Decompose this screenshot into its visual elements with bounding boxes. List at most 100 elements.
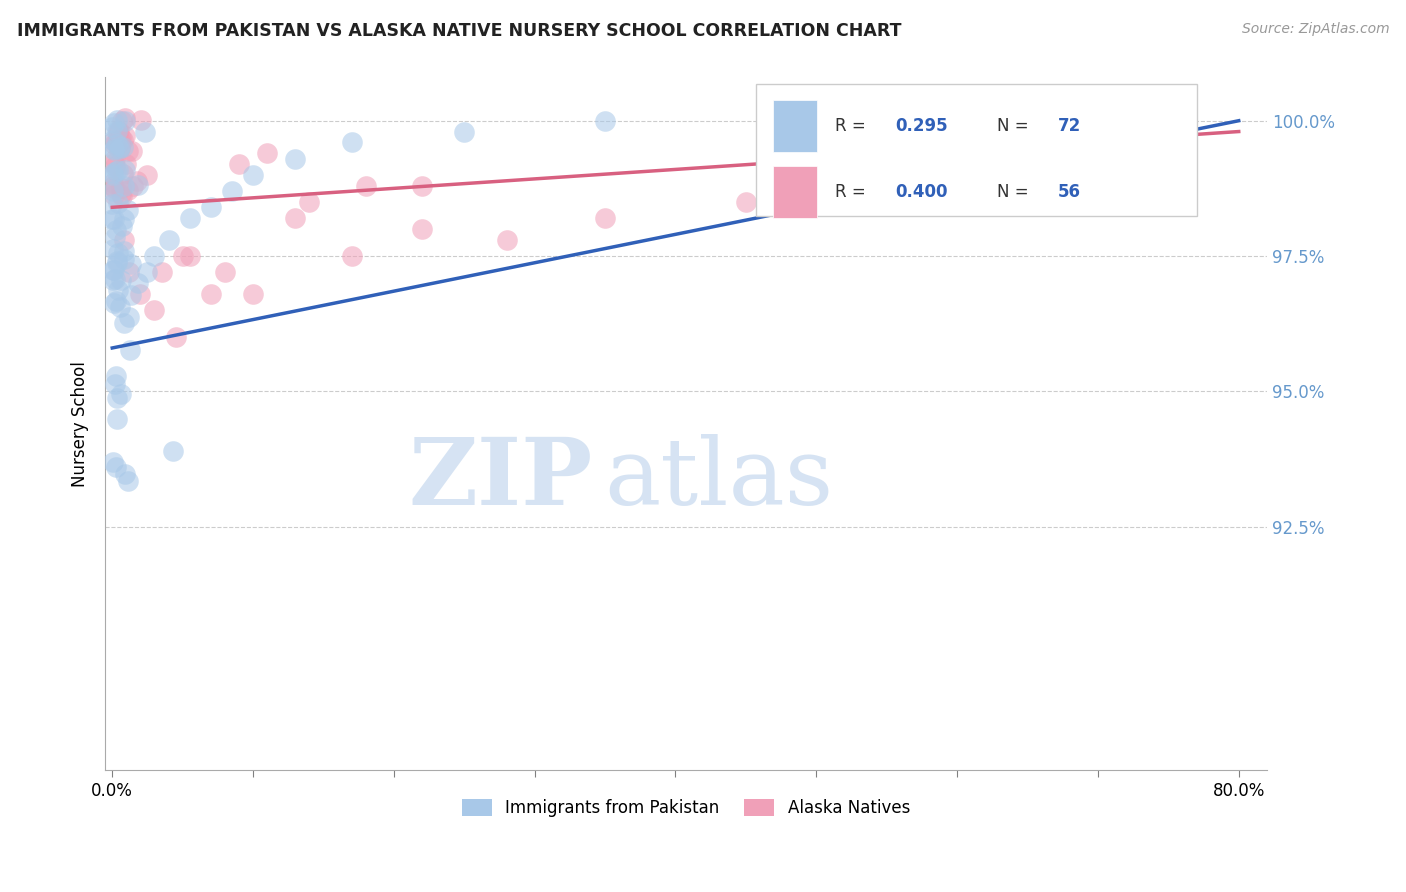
- Point: [117, 145, 139, 159]
- Point: [127, 276, 149, 290]
- Point: [108, 140, 131, 154]
- Point: [157, 233, 180, 247]
- Point: [112, 179, 135, 194]
- Text: R =: R =: [835, 117, 870, 135]
- Point: [103, 211, 125, 226]
- Point: [111, 167, 134, 181]
- Point: [298, 194, 321, 209]
- Point: [495, 233, 517, 247]
- Point: [117, 474, 139, 488]
- Point: [129, 286, 152, 301]
- Text: atlas: atlas: [605, 434, 834, 524]
- Point: [105, 134, 128, 148]
- Point: [121, 145, 143, 159]
- Y-axis label: Nursery School: Nursery School: [72, 360, 89, 487]
- Point: [108, 124, 131, 138]
- Point: [118, 343, 141, 357]
- Point: [453, 124, 475, 138]
- FancyBboxPatch shape: [756, 85, 1197, 216]
- FancyBboxPatch shape: [773, 100, 817, 152]
- Point: [103, 263, 125, 277]
- Point: [117, 202, 139, 217]
- Point: [1157, 113, 1180, 128]
- Point: [104, 223, 127, 237]
- Point: [112, 252, 135, 266]
- Point: [284, 211, 307, 226]
- Point: [101, 184, 124, 198]
- Point: [110, 181, 132, 195]
- Text: 56: 56: [1057, 183, 1081, 201]
- Point: [101, 178, 124, 193]
- Point: [114, 114, 136, 128]
- Point: [105, 124, 128, 138]
- Point: [340, 136, 363, 150]
- Text: 0.295: 0.295: [896, 117, 948, 135]
- Text: IMMIGRANTS FROM PAKISTAN VS ALASKA NATIVE NURSERY SCHOOL CORRELATION CHART: IMMIGRANTS FROM PAKISTAN VS ALASKA NATIV…: [17, 22, 901, 40]
- Point: [143, 249, 166, 263]
- Point: [284, 152, 307, 166]
- Point: [111, 133, 134, 147]
- Text: ZIP: ZIP: [409, 434, 593, 524]
- Point: [103, 156, 125, 170]
- Point: [118, 265, 141, 279]
- Point: [107, 124, 129, 138]
- Point: [108, 300, 131, 314]
- Point: [165, 330, 187, 344]
- Point: [120, 257, 142, 271]
- Point: [136, 168, 159, 182]
- Point: [104, 376, 127, 391]
- Point: [593, 113, 616, 128]
- Point: [111, 189, 134, 203]
- Point: [411, 178, 433, 193]
- Point: [103, 142, 125, 156]
- Point: [221, 184, 243, 198]
- Text: N =: N =: [997, 183, 1035, 201]
- Point: [105, 137, 128, 152]
- Point: [101, 242, 124, 256]
- Point: [112, 244, 135, 258]
- Point: [110, 386, 132, 401]
- Point: [111, 113, 134, 128]
- Point: [107, 196, 129, 211]
- Point: [101, 166, 124, 180]
- Point: [101, 120, 124, 135]
- Point: [120, 287, 142, 301]
- Point: [107, 283, 129, 297]
- Point: [104, 293, 127, 308]
- Point: [105, 411, 128, 425]
- Text: 72: 72: [1057, 117, 1081, 135]
- Point: [112, 233, 135, 247]
- Point: [200, 200, 222, 214]
- Point: [354, 178, 377, 193]
- Point: [122, 178, 145, 193]
- Point: [127, 178, 149, 193]
- Point: [104, 163, 127, 178]
- Text: 0.400: 0.400: [896, 183, 948, 201]
- Point: [101, 263, 124, 277]
- Point: [103, 180, 125, 194]
- Point: [114, 112, 136, 126]
- Point: [946, 178, 969, 193]
- Point: [150, 265, 173, 279]
- Point: [104, 272, 127, 286]
- Point: [242, 168, 264, 182]
- Point: [118, 310, 141, 324]
- Point: [103, 296, 125, 310]
- Point: [112, 316, 135, 330]
- Legend: Immigrants from Pakistan, Alaska Natives: Immigrants from Pakistan, Alaska Natives: [456, 792, 917, 824]
- Point: [112, 212, 135, 227]
- Point: [107, 112, 129, 127]
- Point: [110, 140, 132, 154]
- Point: [111, 219, 134, 233]
- Point: [101, 212, 124, 227]
- Point: [107, 255, 129, 269]
- Point: [105, 253, 128, 268]
- Point: [107, 162, 129, 177]
- Point: [104, 460, 127, 475]
- Point: [340, 249, 363, 263]
- Point: [105, 392, 128, 406]
- Point: [114, 128, 136, 143]
- Point: [108, 136, 131, 150]
- Point: [104, 159, 127, 173]
- Point: [735, 194, 758, 209]
